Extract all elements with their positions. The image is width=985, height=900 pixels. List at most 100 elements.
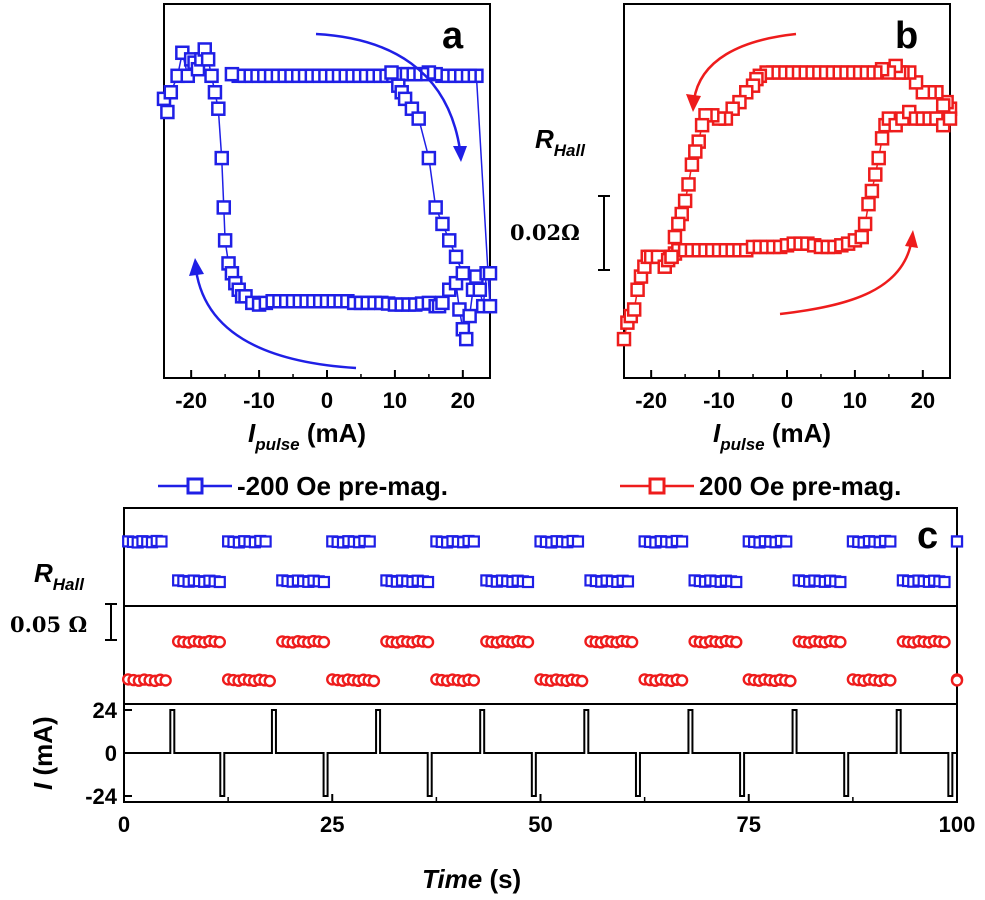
panel-a-tick-label: -10 [243, 388, 275, 413]
panel-b-point [667, 229, 683, 245]
panel-b: -20 -10 0 10 20 b Ipulse (mA) RHall 0.02Ω [510, 3, 958, 454]
panel-a-point [207, 85, 223, 100]
panel-c-red-point [159, 674, 172, 687]
panel-c-tick-label: 0 [118, 812, 130, 837]
panel-b-tick-label: 0 [781, 388, 793, 413]
panel-a-arrow-top [315, 32, 462, 151]
panel-c-red-point [675, 674, 689, 687]
panel-c-y-ticks: 24 0 -24 [85, 698, 132, 809]
panel-c-pulse-trace [124, 709, 957, 797]
panel-c-blue-point [938, 575, 951, 589]
panel-c-x-ticks: 0 25 50 75 100 [118, 794, 975, 837]
panel-b-point [671, 216, 686, 232]
panel-a-point [462, 308, 477, 324]
panel-a-point [448, 249, 464, 265]
panel-b-point [854, 229, 869, 245]
panel-c-blue-point [421, 575, 435, 589]
panel-a-point [482, 298, 498, 314]
panel-b-point [871, 150, 886, 166]
panel-a-arrowhead-top [453, 146, 467, 162]
panel-a-point [204, 68, 219, 84]
panel-c-blue-point [730, 575, 743, 589]
panel-b-point [681, 177, 696, 192]
panel-b-point [630, 282, 645, 297]
panel-a-series [156, 42, 498, 347]
panel-b-arrowhead-top [686, 94, 701, 112]
panel-a-point [435, 216, 450, 232]
panel-c-blue-point [213, 575, 226, 589]
panel-c-blue-point [780, 535, 793, 548]
panel-b-tick-label: 20 [911, 388, 935, 413]
panel-b-line [623, 64, 951, 340]
panel-a-point [216, 200, 232, 215]
panel-b-tick-label: 10 [843, 388, 867, 413]
panel-c-blue-point [834, 575, 847, 589]
panel-b-point [868, 167, 883, 182]
panel-c-blue-series [122, 534, 964, 589]
panel-a-tick-label: 10 [383, 388, 407, 413]
panel-a-point [411, 111, 426, 126]
panel-a-point [472, 282, 488, 297]
panel-b-point [942, 111, 958, 126]
panel-b-point [694, 117, 710, 133]
panel-b-point [857, 216, 873, 232]
panel-a-x-ticks: -20 -10 0 10 20 [175, 370, 475, 413]
panel-b-x-ticks: -20 -10 0 10 20 [635, 370, 935, 413]
panel-c-tick-label: 100 [939, 812, 976, 837]
panel-c-red-point [784, 674, 797, 688]
panel-a-tick-label: 20 [451, 388, 475, 413]
panel-b-point [861, 196, 876, 212]
legend-red-marker [648, 477, 666, 495]
panel-a-arrow-bottom [194, 269, 357, 370]
scale-bar-b-label: 0.02Ω [510, 220, 580, 245]
panel-a-letter: a [442, 15, 464, 57]
panel-c-red-point [950, 674, 964, 687]
panel-a-point [384, 65, 399, 80]
panel-a-point [217, 233, 233, 248]
panel-c-red-point [938, 635, 951, 649]
panel-c-red-point [421, 635, 435, 649]
panel-a-point [435, 295, 450, 311]
panel-c-blue-point [363, 535, 376, 548]
panel-a: -20 -10 0 10 20 a Ipulse (mA) [156, 3, 498, 454]
panel-b-arrowhead-bottom [905, 230, 918, 248]
panel-b-letter: b [895, 15, 918, 57]
panel-b-point [935, 98, 951, 113]
panel-b-series [616, 58, 958, 347]
panel-c-y-tick-label: 24 [93, 698, 118, 723]
panel-c-blue-point [950, 535, 964, 548]
panel-c-red-point [263, 674, 276, 688]
panel-c-red-point [467, 674, 481, 687]
panel-c-blue-point [521, 575, 535, 589]
panel-b-point [864, 183, 880, 199]
panel-c-blue-point [155, 535, 168, 548]
panel-a-point [421, 150, 437, 166]
panel-a-point [455, 266, 471, 281]
panel-c-red-point [730, 635, 743, 649]
panel-b-tick-label: -20 [635, 388, 667, 413]
panel-c-blue-point [571, 535, 585, 548]
panel-b-arrow-bottom [779, 237, 914, 316]
panel-c-red-point [367, 674, 381, 688]
panel-b-point [688, 144, 703, 159]
panel-c-x-label: Time (s) [422, 864, 521, 894]
panel-b-point [626, 302, 642, 317]
panel-b-x-label: Ipulse (mA) [713, 418, 831, 454]
panel-c-red-point [625, 635, 639, 649]
panel-c-blue-point [259, 535, 272, 548]
legend-blue-marker [186, 477, 204, 495]
panel-b-point [677, 193, 693, 209]
panel-c-blue-point [467, 535, 480, 548]
panel-b-tick-label: -10 [703, 388, 735, 413]
panel-b-point [616, 331, 632, 347]
panel-c-red-series [121, 634, 964, 688]
panel-a-arrowhead-bottom [189, 258, 204, 276]
panel-c-blue-point [884, 535, 897, 548]
panel-b-point [684, 157, 700, 172]
panel-c: 0 25 50 75 100 240-24 c RHall 0.05 Ω I (mA) … [10, 507, 975, 894]
panel-c-red-point [317, 635, 331, 649]
panel-a-point [428, 200, 443, 215]
panel-b-point [874, 131, 890, 146]
panel-c-y-tick-label: 0 [105, 741, 117, 766]
